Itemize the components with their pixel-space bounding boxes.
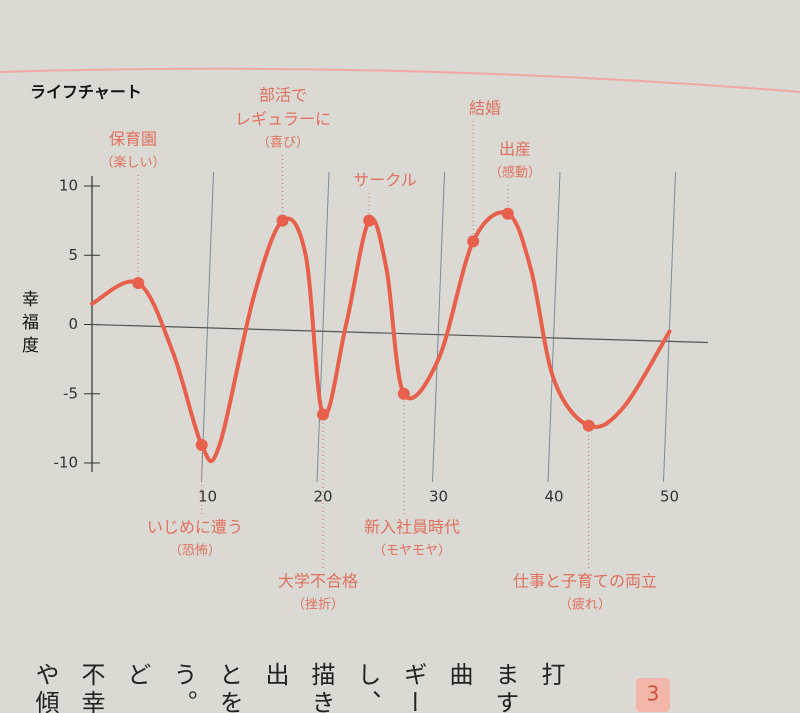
body-text: 打 xyxy=(537,662,565,690)
body-text: し、 xyxy=(353,662,381,713)
body-text: ギー xyxy=(399,662,427,713)
annotation-sub: （楽しい） xyxy=(100,155,165,171)
body-text: とを xyxy=(215,662,243,713)
page-number: 3 xyxy=(647,682,660,706)
event-point xyxy=(467,235,480,248)
body-text: ど xyxy=(123,662,151,690)
y-tick-label: 10 xyxy=(59,177,78,195)
event-point xyxy=(501,207,514,220)
body-text: 出 xyxy=(261,662,289,690)
event-point xyxy=(363,214,376,227)
grid-line xyxy=(316,171,330,483)
grid-line xyxy=(663,171,676,483)
event-point xyxy=(582,419,595,432)
event-point xyxy=(317,408,329,421)
grid-line xyxy=(201,171,214,483)
event-point xyxy=(132,276,145,289)
page-number-box xyxy=(636,678,670,712)
y-tick-label: -10 xyxy=(54,454,79,472)
annotation-sub: （疲れ） xyxy=(559,597,611,613)
body-text: 不幸 xyxy=(77,662,105,713)
body-text: や傾 xyxy=(31,662,59,713)
x-tick-label: 50 xyxy=(660,488,679,506)
annotation-sub: （挫折） xyxy=(292,598,344,613)
chart-title: ライフチャート xyxy=(30,83,142,102)
header-rule xyxy=(0,67,800,93)
annotation-label: レギュラーに xyxy=(235,110,331,129)
annotation-label: 部活で xyxy=(259,86,307,105)
x-tick-label: 40 xyxy=(544,488,563,506)
annotation-label: いじめに遭う xyxy=(147,518,243,537)
zero-line xyxy=(91,323,709,344)
event-point xyxy=(276,214,289,227)
event-point xyxy=(195,438,208,451)
grid-line xyxy=(547,171,561,483)
annotation-sub: （モヤモヤ） xyxy=(373,544,451,559)
x-tick-label: 30 xyxy=(429,488,448,506)
y-tick-label: 0 xyxy=(68,315,78,333)
body-text: ます xyxy=(491,662,519,713)
grid-line xyxy=(432,171,445,483)
annotation-label: 保育園 xyxy=(109,130,157,149)
y-tick-label: -5 xyxy=(63,384,78,402)
body-text: 曲 xyxy=(445,662,473,690)
annotation-sub: （感動） xyxy=(489,165,541,181)
annotation-label: 仕事と子育ての両立 xyxy=(513,572,657,591)
y-tick-label: 5 xyxy=(68,246,78,264)
annotation-label: サークル xyxy=(353,171,417,190)
x-tick-label: 20 xyxy=(313,488,332,506)
annotation-label: 新入社員時代 xyxy=(364,518,460,537)
y-axis-label: 幸福度 xyxy=(18,290,39,359)
annotation-label: 出産 xyxy=(499,140,531,159)
annotation-label: 大学不合格 xyxy=(278,572,358,591)
body-text: 描き xyxy=(307,662,335,713)
annotation-label: 結婚 xyxy=(469,99,501,118)
annotation-sub: （喜び） xyxy=(257,136,309,151)
body-text: う。 xyxy=(169,662,197,713)
annotation-sub: （恐怖） xyxy=(169,543,221,559)
event-point xyxy=(397,387,410,400)
life-curve xyxy=(90,210,672,463)
x-tick-label: 10 xyxy=(198,488,217,506)
